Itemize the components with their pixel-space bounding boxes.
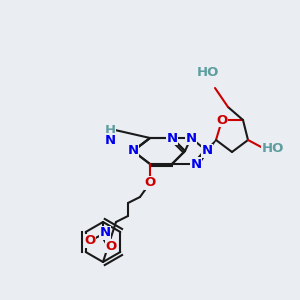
Text: O: O (105, 239, 117, 253)
Text: O: O (84, 235, 96, 248)
Text: N: N (104, 134, 116, 146)
Text: HO: HO (197, 67, 219, 80)
Text: HO: HO (262, 142, 284, 154)
Text: N: N (190, 158, 202, 170)
Text: N: N (128, 145, 139, 158)
Text: N: N (99, 226, 111, 239)
Text: H: H (104, 124, 116, 136)
Text: O: O (144, 176, 156, 190)
Text: N: N (201, 145, 213, 158)
Text: N: N (185, 131, 197, 145)
Polygon shape (194, 140, 216, 166)
Text: N: N (167, 131, 178, 145)
Text: O: O (216, 113, 228, 127)
